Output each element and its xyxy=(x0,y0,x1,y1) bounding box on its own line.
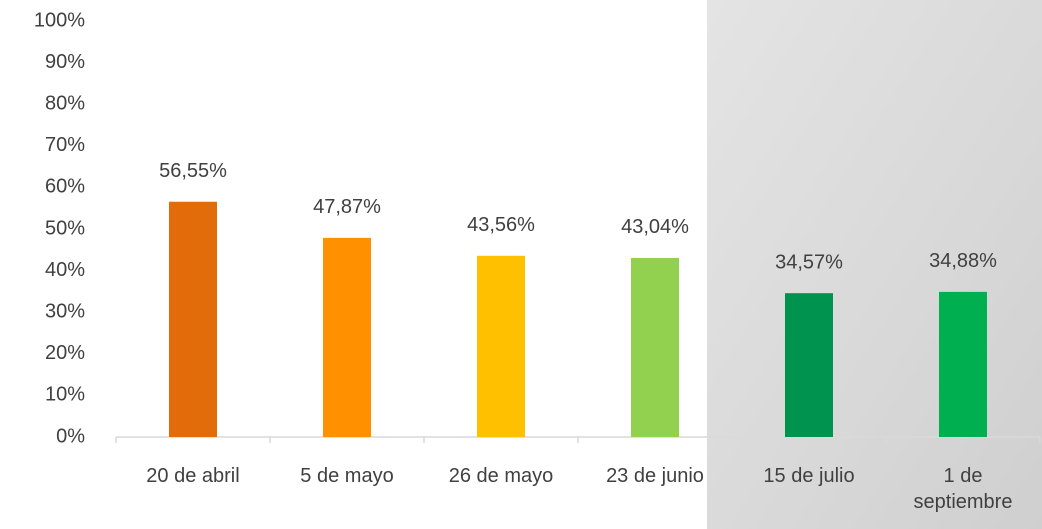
y-tick-label: 0% xyxy=(56,425,85,447)
value-label: 43,04% xyxy=(621,216,689,238)
y-tick-label: 90% xyxy=(45,51,85,73)
x-tick-label: 23 de junio xyxy=(606,465,704,487)
y-tick-label: 40% xyxy=(45,259,85,281)
y-tick-label: 100% xyxy=(34,9,85,31)
y-tick-label: 10% xyxy=(45,384,85,406)
y-tick-label: 20% xyxy=(45,342,85,364)
x-tick-label: 20 de abril xyxy=(146,465,240,487)
value-label: 34,57% xyxy=(775,251,843,273)
x-tick-label: 15 de julio xyxy=(763,465,855,487)
y-tick-label: 80% xyxy=(45,92,85,114)
y-tick-label: 70% xyxy=(45,134,85,156)
y-tick-label: 60% xyxy=(45,176,85,198)
value-label: 43,56% xyxy=(467,214,535,236)
value-label: 34,88% xyxy=(929,250,997,272)
x-tick-label: 1 de septiembre xyxy=(913,465,1013,513)
y-tick-label: 30% xyxy=(45,300,85,322)
value-label: 47,87% xyxy=(313,196,381,218)
bar xyxy=(939,291,987,437)
value-label: 56,55% xyxy=(159,160,227,182)
bar xyxy=(169,201,217,437)
background-panel xyxy=(707,0,1042,529)
bar xyxy=(323,237,371,437)
y-tick-label: 50% xyxy=(45,217,85,239)
bar xyxy=(477,255,525,437)
bar xyxy=(631,257,679,437)
x-tick-label: 5 de mayo xyxy=(300,465,394,487)
bar xyxy=(785,293,833,437)
x-tick-label: 26 de mayo xyxy=(448,465,554,487)
